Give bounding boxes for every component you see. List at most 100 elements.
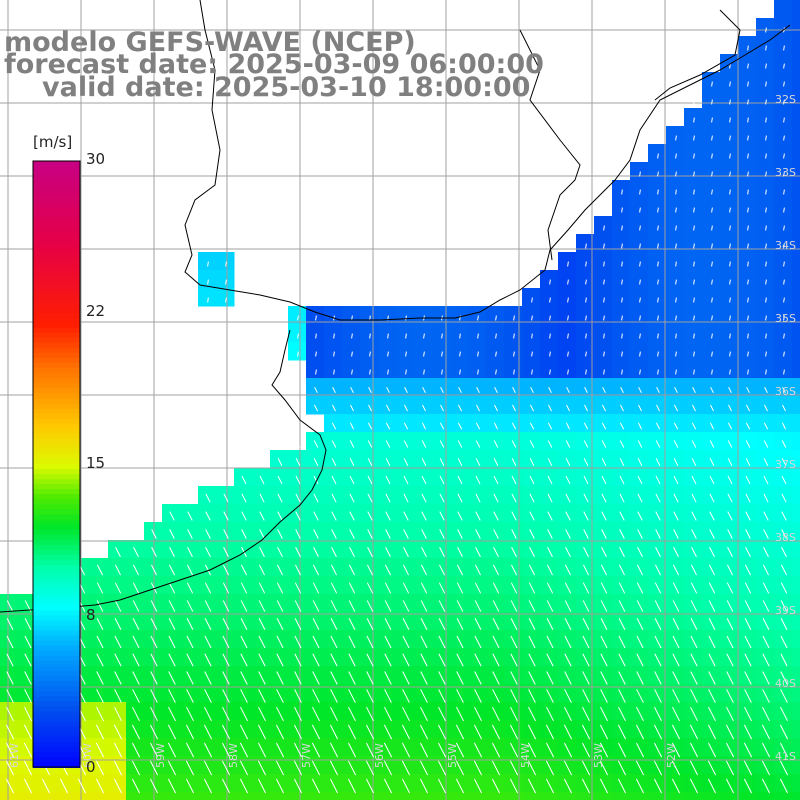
wind-cell — [0, 792, 19, 800]
wind-cell — [198, 504, 217, 523]
wind-arrow — [168, 689, 176, 703]
colorbar-swatch — [33, 171, 80, 178]
wind-cell — [702, 504, 721, 523]
wind-arrow — [711, 189, 713, 195]
wind-cell — [630, 504, 649, 523]
wind-arrow — [636, 706, 644, 722]
wind-cell — [612, 378, 631, 397]
wind-cell — [594, 468, 613, 487]
wind-arrow — [149, 724, 159, 740]
wind-cell — [450, 504, 469, 523]
wind-arrow — [744, 689, 752, 703]
wind-cell — [288, 468, 307, 487]
wind-cell — [792, 72, 800, 91]
wind-arrow — [655, 529, 661, 539]
wind-arrow — [783, 243, 785, 249]
wind-arrow — [673, 529, 679, 539]
wind-arrow — [672, 653, 680, 667]
wind-arrow — [673, 475, 679, 485]
wind-arrow — [671, 760, 681, 776]
wind-cell — [612, 288, 631, 307]
wind-arrow — [603, 333, 605, 339]
wind-cell — [702, 540, 721, 559]
wind-cell — [702, 270, 721, 289]
wind-arrow — [619, 546, 625, 558]
wind-cell — [432, 324, 451, 343]
wind-cell — [396, 522, 415, 541]
wind-cell — [612, 630, 631, 649]
wind-cell — [486, 648, 505, 667]
wind-cell — [666, 414, 685, 433]
wind-arrow — [493, 475, 499, 485]
wind-arrow — [495, 369, 497, 375]
wind-cell — [126, 540, 145, 559]
wind-cell — [162, 576, 181, 595]
wind-cell — [396, 702, 415, 721]
wind-arrow — [204, 600, 212, 612]
wind-arrow — [600, 706, 608, 722]
wind-cell — [216, 684, 235, 703]
wind-arrow — [672, 600, 680, 612]
wind-cell — [558, 774, 577, 793]
wind-arrow — [601, 546, 607, 558]
wind-cell — [594, 630, 613, 649]
wind-cell — [612, 504, 631, 523]
wind-cell — [108, 738, 127, 757]
wind-cell — [522, 396, 541, 415]
wind-cell — [234, 702, 253, 721]
wind-cell — [378, 522, 397, 541]
wind-cell — [396, 504, 415, 523]
wind-arrow — [581, 742, 591, 758]
wind-cell — [684, 612, 703, 631]
wind-arrow — [367, 422, 373, 430]
wind-cell — [396, 432, 415, 451]
wind-cell — [504, 522, 523, 541]
wind-cell — [612, 792, 631, 800]
wind-cell — [90, 792, 109, 800]
wind-cell — [774, 36, 793, 55]
wind-arrow — [747, 45, 749, 51]
wind-arrow — [567, 369, 569, 375]
wind-cell — [540, 774, 559, 793]
wind-arrow — [276, 564, 284, 576]
wind-cell — [576, 756, 595, 775]
colorbar-swatch — [33, 575, 80, 582]
wind-cell — [684, 342, 703, 361]
wind-cell — [270, 612, 289, 631]
wind-cell — [612, 432, 631, 451]
wind-cell — [36, 774, 55, 793]
wind-cell — [324, 720, 343, 739]
wind-cell — [774, 540, 793, 559]
wind-arrow — [132, 706, 140, 722]
wind-arrow — [6, 689, 14, 703]
wind-cell — [126, 684, 145, 703]
wind-arrow — [657, 207, 659, 213]
wind-cell — [342, 666, 361, 685]
wind-cell — [432, 468, 451, 487]
wind-cell — [594, 576, 613, 595]
wind-cell — [486, 396, 505, 415]
wind-cell — [450, 648, 469, 667]
wind-cell — [720, 738, 739, 757]
wind-arrow — [675, 279, 677, 285]
wind-cell — [414, 576, 433, 595]
wind-cell — [720, 432, 739, 451]
wind-cell — [720, 270, 739, 289]
wind-cell — [378, 324, 397, 343]
wind-cell — [594, 252, 613, 271]
colorbar-swatch — [33, 529, 80, 536]
colorbar-swatch — [33, 666, 80, 673]
wind-arrow — [654, 689, 662, 703]
wind-cell — [504, 756, 523, 775]
wind-arrow — [747, 63, 749, 69]
wind-cell — [486, 702, 505, 721]
wind-cell — [126, 720, 145, 739]
wind-cell — [792, 450, 800, 469]
wind-cell — [504, 594, 523, 613]
wind-cell — [576, 576, 595, 595]
wind-cell — [486, 594, 505, 613]
wind-arrow — [131, 724, 141, 740]
wind-arrow — [456, 706, 464, 722]
wind-cell — [738, 666, 757, 685]
wind-arrow — [726, 635, 734, 649]
